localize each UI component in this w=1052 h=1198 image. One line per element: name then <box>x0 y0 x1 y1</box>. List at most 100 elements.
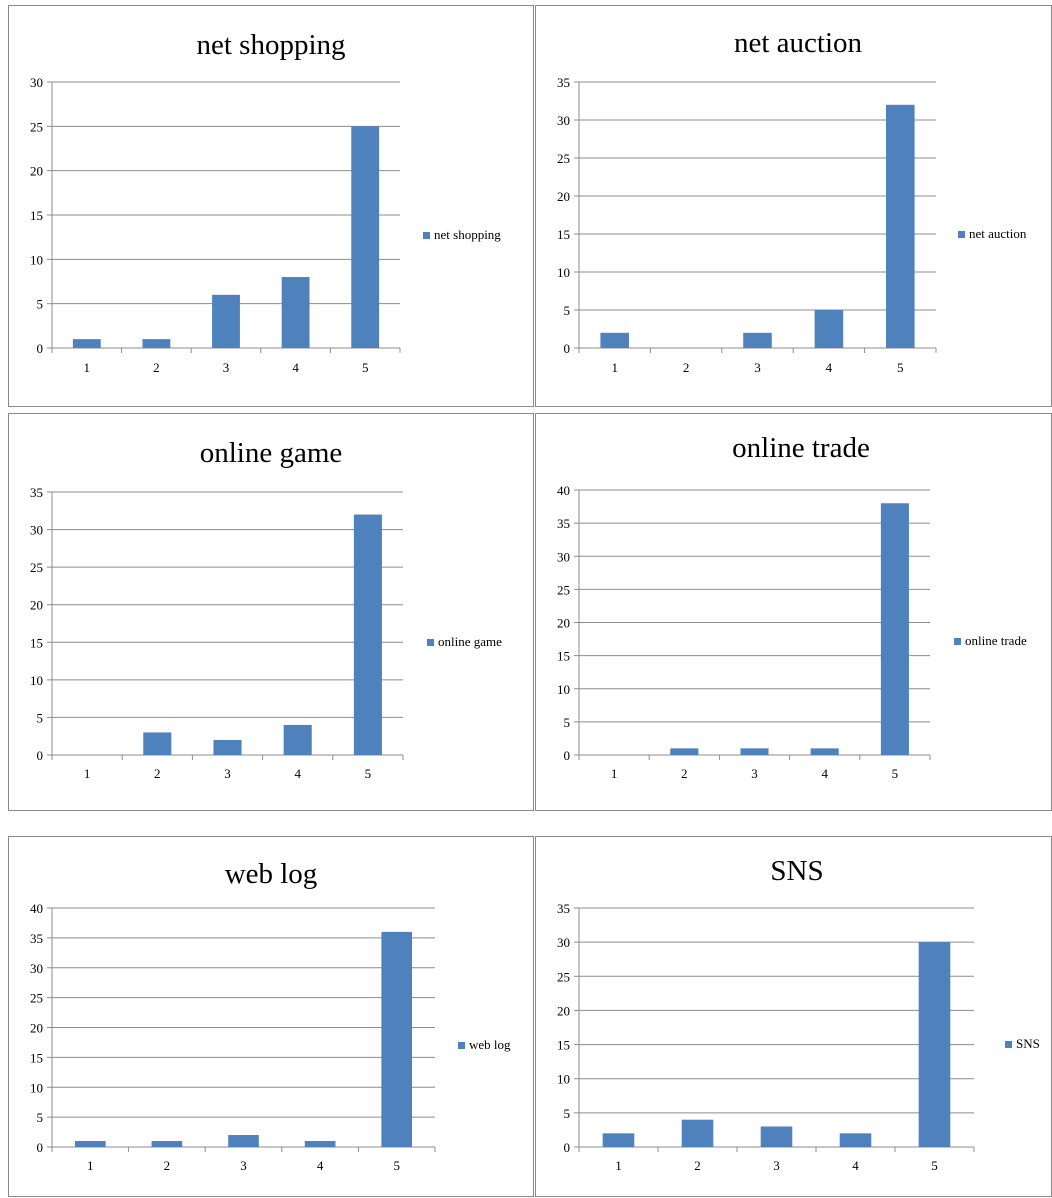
x-tick-label: 2 <box>681 766 688 781</box>
bar-web-log-4 <box>304 1141 336 1147</box>
y-tick-label: 5 <box>564 715 571 730</box>
y-tick-label: 30 <box>557 113 570 128</box>
x-tick-label: 5 <box>393 1158 400 1173</box>
chart-title: net shopping <box>196 29 345 61</box>
x-tick-label: 5 <box>897 360 904 375</box>
bar-sns-3 <box>760 1126 793 1147</box>
y-tick-label: 0 <box>564 748 571 763</box>
legend-label: online game <box>438 634 502 649</box>
y-tick-label: 0 <box>564 341 571 356</box>
chart-online-trade: online trade 0 5 10 15 20 25 30 35 40 1 2 3 4 5 online … <box>557 432 1027 781</box>
x-tick-label: 1 <box>615 1158 622 1173</box>
y-tick-label: 30 <box>30 961 43 976</box>
y-tick-label: 25 <box>30 560 43 575</box>
y-tick-label: 35 <box>557 516 570 531</box>
y-tick-label: 30 <box>557 935 570 950</box>
chart-panel-sns: SNS 0 5 10 15 20 25 30 35 1 2 3 4 5 SNS <box>535 836 1052 1197</box>
bar-sns-1 <box>602 1133 635 1147</box>
chart-title: online game <box>200 437 343 469</box>
y-tick-label: 25 <box>557 969 570 984</box>
x-tick-label: 3 <box>754 360 761 375</box>
y-tick-label: 35 <box>557 75 570 90</box>
bar-online-game-3 <box>213 739 242 755</box>
legend-swatch <box>458 1042 465 1049</box>
chart-panel-online-trade: online trade 0 5 10 15 20 25 30 35 40 1 2 3 4 5 online … <box>535 413 1052 811</box>
y-tick-label: 40 <box>30 901 43 916</box>
x-tick-label: 2 <box>154 766 161 781</box>
y-tick-label: 15 <box>557 1038 570 1053</box>
y-tick-label: 15 <box>30 635 43 650</box>
x-tick-label: 2 <box>694 1158 701 1173</box>
y-tick-label: 40 <box>557 483 570 498</box>
chart-panel-net-auction: net auction 0 5 10 15 20 25 30 35 1 2 3 4 5 net auctio… <box>535 5 1052 407</box>
y-tick-label: 0 <box>37 1140 44 1155</box>
y-tick-label: 35 <box>30 931 43 946</box>
chart-panel-web-log: web log 0 5 10 15 20 25 30 35 40 1 2 3 4 5 web log <box>8 836 534 1197</box>
y-tick-label: 20 <box>30 164 43 179</box>
x-tick-label: 3 <box>224 766 231 781</box>
chart-title: SNS <box>770 855 823 887</box>
chart-online-game: online game 0 5 10 15 20 25 30 35 1 2 3 4 5 online gam… <box>30 437 502 781</box>
y-tick-label: 10 <box>30 673 43 688</box>
bar-sns-5 <box>918 942 951 1147</box>
x-tick-label: 3 <box>773 1158 780 1173</box>
legend-swatch <box>1005 1041 1012 1048</box>
chart-web-log: web log 0 5 10 15 20 25 30 35 40 1 2 3 4 5 web log <box>30 858 511 1173</box>
chart-net-auction: net auction 0 5 10 15 20 25 30 35 1 2 3 4 5 net auctio… <box>557 27 1027 375</box>
y-tick-label: 25 <box>557 151 570 166</box>
chart-title: web log <box>225 858 318 890</box>
x-tick-label: 3 <box>223 360 230 375</box>
bar-net-shopping-1 <box>72 339 101 348</box>
x-tick-label: 1 <box>84 360 91 375</box>
x-tick-label: 5 <box>362 360 369 375</box>
legend-label: web log <box>469 1037 511 1052</box>
chart-title: net auction <box>734 27 863 59</box>
x-tick-label: 3 <box>751 766 758 781</box>
y-tick-label: 10 <box>30 252 43 267</box>
bar-net-shopping-3 <box>212 294 240 348</box>
y-tick-label: 20 <box>557 616 570 631</box>
bar-online-trade-3 <box>740 748 769 755</box>
x-tick-label: 1 <box>611 766 618 781</box>
y-tick-label: 15 <box>30 1050 43 1065</box>
x-tick-label: 3 <box>240 1158 247 1173</box>
bar-online-trade-5 <box>880 503 909 755</box>
bar-net-auction-3 <box>743 332 772 348</box>
bar-web-log-2 <box>151 1141 183 1147</box>
y-tick-label: 25 <box>30 119 43 134</box>
y-tick-label: 35 <box>30 485 43 500</box>
y-tick-label: 0 <box>564 1140 571 1155</box>
x-tick-label: 4 <box>294 766 301 781</box>
x-tick-label: 1 <box>611 360 618 375</box>
x-tick-label: 2 <box>683 360 690 375</box>
legend-label: online trade <box>965 633 1027 648</box>
x-tick-label: 1 <box>84 766 91 781</box>
x-tick-label: 5 <box>931 1158 938 1173</box>
bar-net-auction-4 <box>814 310 844 348</box>
x-tick-label: 4 <box>852 1158 859 1173</box>
y-tick-label: 30 <box>557 549 570 564</box>
y-tick-label: 5 <box>564 1106 571 1121</box>
bar-net-shopping-5 <box>351 126 380 348</box>
y-tick-label: 25 <box>30 991 43 1006</box>
chart-net-shopping: net shopping 0 5 10 15 20 25 30 1 2 3 4 5 net shoppin… <box>30 29 501 375</box>
bar-net-auction-1 <box>600 332 629 348</box>
bar-net-shopping-2 <box>142 339 171 348</box>
x-tick-label: 4 <box>821 766 828 781</box>
y-tick-label: 10 <box>30 1080 43 1095</box>
y-tick-label: 30 <box>30 75 43 90</box>
chart-panel-net-shopping: net shopping 0 5 10 15 20 25 30 1 2 3 4 5 net shoppin… <box>8 5 534 407</box>
legend-swatch <box>423 232 430 239</box>
x-tick-label: 5 <box>365 766 372 781</box>
x-tick-label: 4 <box>292 360 299 375</box>
bar-web-log-1 <box>74 1141 106 1147</box>
bar-sns-4 <box>839 1133 872 1147</box>
y-tick-label: 0 <box>37 748 44 763</box>
bar-net-shopping-4 <box>281 277 310 348</box>
x-tick-label: 2 <box>164 1158 171 1173</box>
bar-online-game-4 <box>283 724 312 755</box>
chart-title: online trade <box>732 432 870 464</box>
y-tick-label: 15 <box>30 208 43 223</box>
y-tick-label: 20 <box>30 1021 43 1036</box>
legend-label: SNS <box>1016 1036 1040 1051</box>
